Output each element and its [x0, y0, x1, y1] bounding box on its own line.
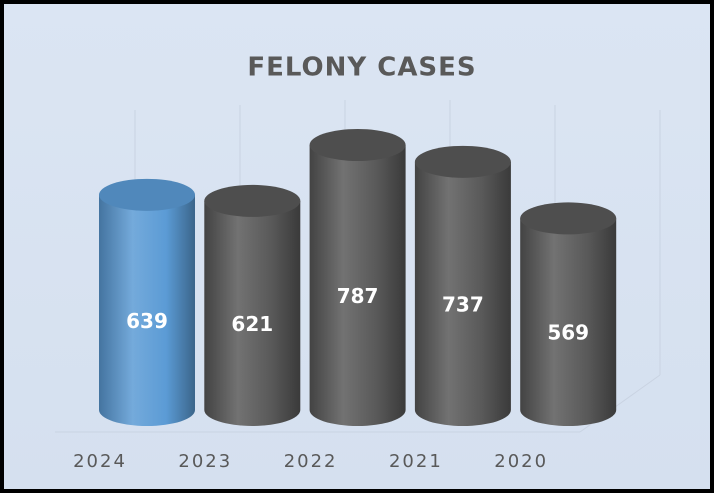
x-tick-label: 2021	[389, 451, 443, 472]
value-label: 569	[547, 321, 589, 345]
bar-body	[414, 161, 511, 426]
value-label: 639	[126, 309, 168, 333]
x-tick-label: 2022	[284, 451, 338, 472]
bar-body	[99, 194, 195, 426]
chart-title: FELONY CASES	[247, 53, 476, 83]
bar-top	[520, 202, 617, 235]
x-tick-label: 2020	[494, 451, 548, 472]
bar-top	[99, 178, 195, 211]
bar-body	[520, 218, 617, 426]
value-label: 737	[442, 292, 484, 316]
bar-top	[414, 145, 511, 178]
bar-body	[204, 200, 301, 426]
bar-top	[204, 184, 301, 217]
value-label: 787	[337, 284, 379, 308]
value-label: 621	[231, 312, 273, 336]
x-tick-label: 2024	[73, 451, 127, 472]
bar-body	[309, 145, 406, 426]
bar-top	[309, 129, 406, 161]
x-tick-label: 2023	[178, 451, 232, 472]
